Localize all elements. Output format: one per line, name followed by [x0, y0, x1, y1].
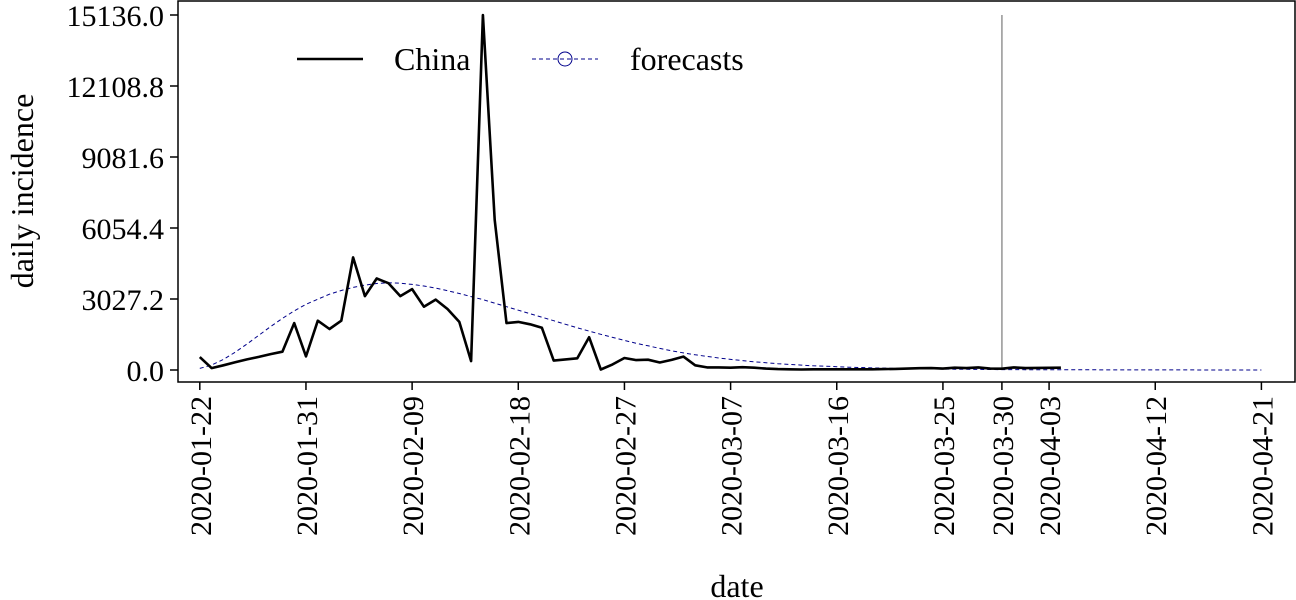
- x-tick-label: 2020-03-16: [822, 396, 855, 536]
- x-tick-label: 2020-02-27: [609, 396, 642, 536]
- x-tick-label: 2020-04-03: [1034, 396, 1067, 536]
- y-tick-label: 0.0: [127, 355, 165, 388]
- y-axis-label: daily incidence: [4, 94, 40, 289]
- series-line-forecasts: [199, 282, 1262, 371]
- x-tick-label: 2020-04-21: [1246, 396, 1279, 536]
- legend: China forecasts: [297, 41, 744, 77]
- x-axis-label: date: [710, 568, 763, 600]
- x-tick-label: 2020-02-18: [503, 396, 536, 536]
- x-axis: 2020-01-22 2020-01-31 2020-02-09 2020-02-18…: [185, 382, 1279, 536]
- x-tick-label: 2020-02-09: [397, 396, 430, 536]
- y-tick-label: 15136.0: [67, 0, 165, 33]
- x-tick-label: 2020-03-07: [716, 396, 749, 536]
- x-tick-label: 2020-04-12: [1140, 396, 1173, 536]
- x-tick-label: 2020-03-25: [928, 396, 961, 536]
- legend-forecasts-label: forecasts: [630, 41, 744, 77]
- x-tick-label: 2020-03-30: [987, 396, 1020, 536]
- series-line-china: [198, 13, 1061, 371]
- y-tick-label: 12108.8: [67, 71, 165, 104]
- y-axis: 0.0 3027.2 6054.4 9081.6 12108.8 15136.0: [67, 0, 178, 388]
- y-tick-label: 3027.2: [82, 284, 165, 317]
- legend-forecasts-marker: [557, 51, 573, 67]
- x-tick-label: 2020-01-31: [291, 396, 324, 536]
- y-tick-label: 9081.6: [82, 142, 165, 175]
- legend-china-label: China: [394, 41, 470, 77]
- y-tick-label: 6054.4: [82, 213, 165, 246]
- x-tick-label: 2020-01-22: [185, 396, 218, 536]
- plot-frame: [177, 0, 1296, 383]
